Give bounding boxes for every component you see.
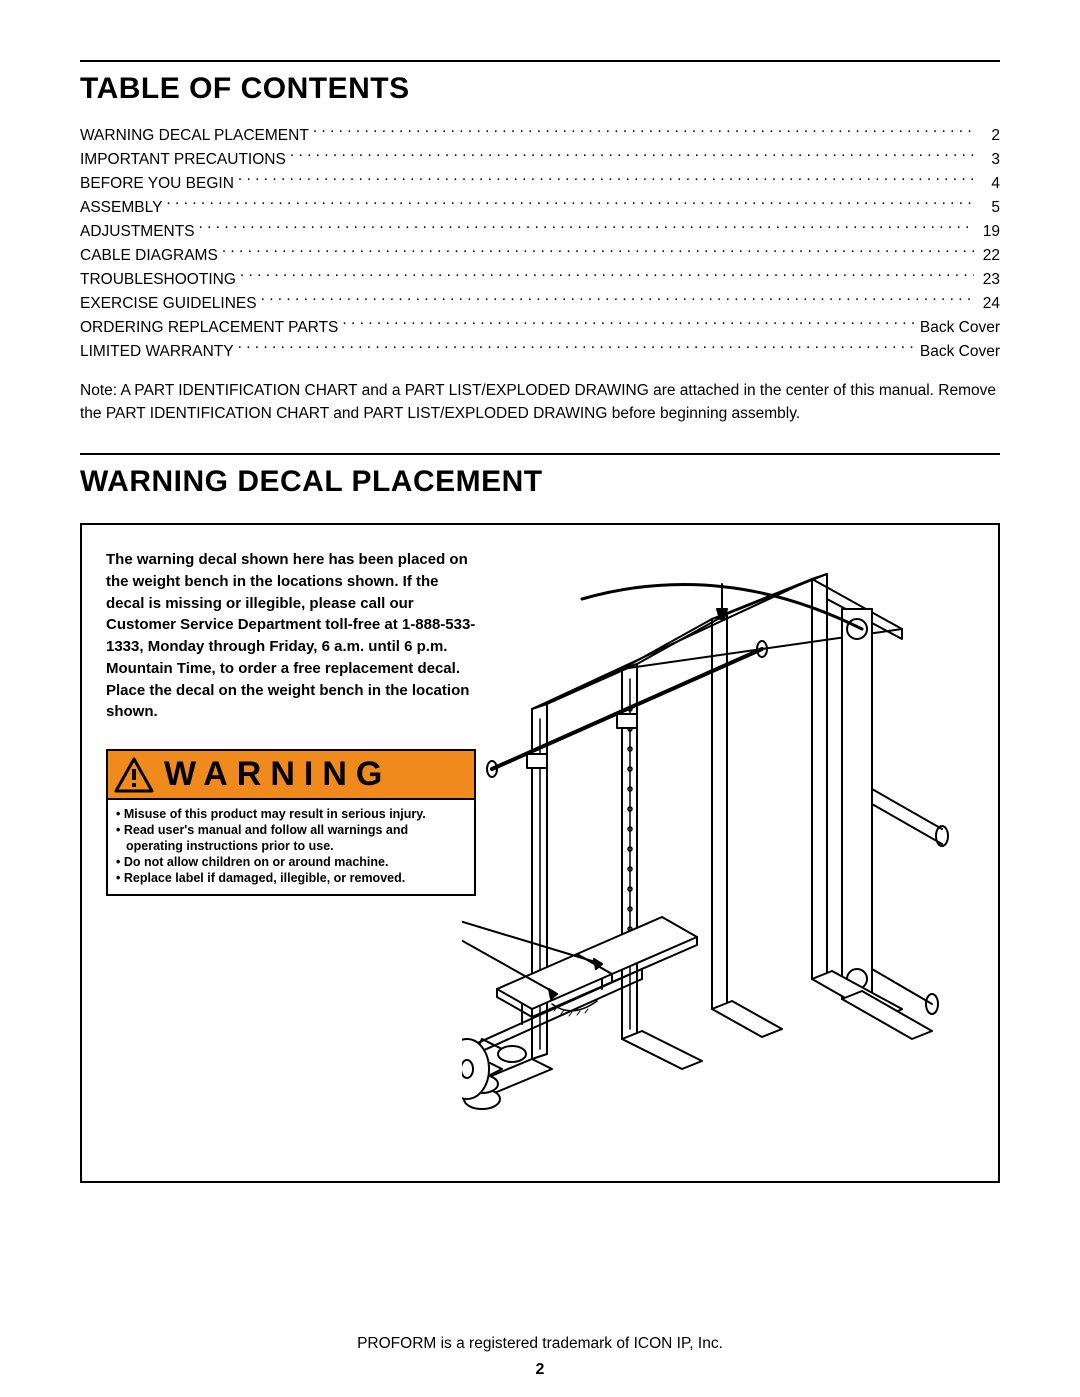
toc-page: 23 <box>978 268 1000 292</box>
warning-label-header: WARNING <box>108 751 474 800</box>
toc-list: WARNING DECAL PLACEMENT 2 IMPORTANT PRECA… <box>80 124 1000 364</box>
decal-intro-text: The warning decal shown here has been pl… <box>106 549 476 723</box>
toc-row: BEFORE YOU BEGIN 4 <box>80 172 1000 196</box>
toc-page: 24 <box>978 292 1000 316</box>
toc-label: ORDERING REPLACEMENT PARTS <box>80 316 338 340</box>
toc-dots <box>166 197 974 213</box>
toc-title: TABLE OF CONTENTS <box>80 72 1000 106</box>
toc-dots <box>222 245 974 261</box>
rule-mid <box>80 453 1000 455</box>
rule-top <box>80 60 1000 62</box>
warning-bullet: Read user's manual and follow all warnin… <box>116 822 466 854</box>
warning-bullet: Replace label if damaged, illegible, or … <box>116 870 466 886</box>
toc-page: 5 <box>978 196 1000 220</box>
toc-dots <box>313 125 974 141</box>
toc-row: CABLE DIAGRAMS 22 <box>80 244 1000 268</box>
toc-dots <box>261 293 974 309</box>
decal-diagram-area <box>492 549 974 1157</box>
toc-label: ADJUSTMENTS <box>80 220 195 244</box>
toc-label: ASSEMBLY <box>80 196 162 220</box>
toc-page: 19 <box>978 220 1000 244</box>
toc-label: LIMITED WARRANTY <box>80 340 234 364</box>
toc-label: TROUBLESHOOTING <box>80 268 236 292</box>
decal-panel: The warning decal shown here has been pl… <box>80 523 1000 1183</box>
toc-row: WARNING DECAL PLACEMENT 2 <box>80 124 1000 148</box>
warning-label-body: Misuse of this product may result in ser… <box>108 800 474 894</box>
footer-trademark: PROFORM is a registered trademark of ICO… <box>0 1335 1080 1353</box>
toc-dots <box>199 221 974 237</box>
decal-section-title: WARNING DECAL PLACEMENT <box>80 465 1000 499</box>
toc-row: ASSEMBLY 5 <box>80 196 1000 220</box>
toc-note: Note: A PART IDENTIFICATION CHART and a … <box>80 380 1000 425</box>
warning-bullet: Misuse of this product may result in ser… <box>116 806 466 822</box>
warning-bullet: Do not allow children on or around machi… <box>116 854 466 870</box>
toc-label: CABLE DIAGRAMS <box>80 244 218 268</box>
toc-row: TROUBLESHOOTING 23 <box>80 268 1000 292</box>
warning-label: WARNING Misuse of this product may resul… <box>106 749 476 896</box>
weight-bench-diagram <box>462 539 982 1159</box>
page-number: 2 <box>0 1361 1080 1379</box>
toc-label: BEFORE YOU BEGIN <box>80 172 234 196</box>
toc-row: ORDERING REPLACEMENT PARTS Back Cover <box>80 316 1000 340</box>
toc-dots <box>238 173 974 189</box>
toc-row: ADJUSTMENTS 19 <box>80 220 1000 244</box>
toc-page: 22 <box>978 244 1000 268</box>
toc-page: Back Cover <box>920 340 1000 364</box>
toc-row: IMPORTANT PRECAUTIONS 3 <box>80 148 1000 172</box>
toc-dots <box>238 341 916 357</box>
toc-dots <box>240 269 974 285</box>
toc-label: EXERCISE GUIDELINES <box>80 292 257 316</box>
toc-label: IMPORTANT PRECAUTIONS <box>80 148 286 172</box>
decal-left-column: The warning decal shown here has been pl… <box>106 549 476 1157</box>
toc-dots <box>290 149 974 165</box>
toc-row: LIMITED WARRANTY Back Cover <box>80 340 1000 364</box>
toc-page: Back Cover <box>920 316 1000 340</box>
toc-row: EXERCISE GUIDELINES 24 <box>80 292 1000 316</box>
toc-page: 2 <box>978 124 1000 148</box>
toc-dots <box>342 317 915 333</box>
warning-label-header-text: WARNING <box>164 755 464 794</box>
toc-page: 4 <box>978 172 1000 196</box>
toc-page: 3 <box>978 148 1000 172</box>
warning-triangle-icon <box>114 757 154 793</box>
toc-label: WARNING DECAL PLACEMENT <box>80 124 309 148</box>
